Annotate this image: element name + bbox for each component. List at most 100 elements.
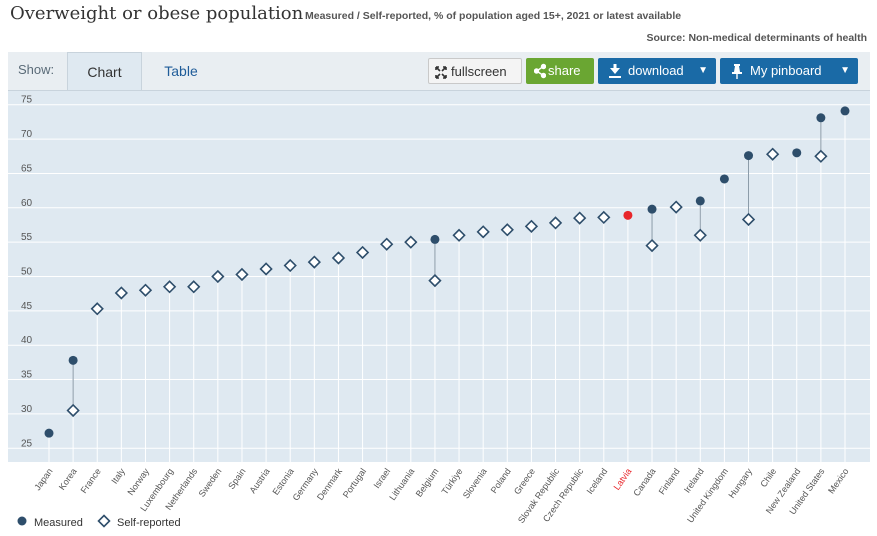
y-tick-label: 60: [21, 198, 33, 209]
self-reported-point: [645, 238, 659, 253]
pin-icon: [730, 58, 744, 93]
self-reported-point: [259, 262, 273, 276]
chart-header: Overweight or obese population Measured …: [0, 0, 877, 50]
measured-point: [44, 428, 54, 438]
self-reported-point: [741, 212, 756, 227]
x-tick-label: Estonia: [270, 466, 295, 496]
self-reported-point: [380, 237, 394, 251]
x-tick-label: Türkiye: [440, 466, 465, 496]
x-tick-label: Hungary: [726, 466, 754, 500]
chart-subtitle: Measured / Self-reported, % of populatio…: [305, 10, 682, 22]
download-icon: [608, 58, 622, 93]
fullscreen-label: fullscreen: [451, 64, 507, 79]
y-tick-label: 25: [21, 438, 33, 449]
self-reported-point: [524, 219, 539, 233]
self-reported-point: [500, 223, 514, 237]
self-reported-point: [114, 286, 128, 300]
x-tick-label: Korea: [57, 466, 79, 491]
self-reported-point: [355, 245, 370, 260]
self-reported-point: [235, 267, 249, 282]
measured-point: [430, 234, 440, 244]
self-reported-point: [211, 269, 225, 284]
x-tick-label: Japan: [32, 466, 54, 492]
self-reported-point: [476, 225, 490, 239]
self-reported-point: [162, 280, 177, 294]
self-reported-point: [597, 210, 611, 225]
x-tick-label: Ireland: [682, 466, 706, 494]
self-reported-point: [669, 200, 683, 214]
measured-point: [623, 210, 633, 220]
x-tick-label: Mexico: [826, 466, 851, 495]
download-button[interactable]: download ▼: [598, 58, 716, 84]
self-reported-point: [548, 216, 563, 230]
x-tick-label: Israel: [372, 466, 393, 490]
x-tick-label: Italy: [109, 466, 127, 486]
x-tick-label: Slovenia: [461, 466, 489, 500]
y-tick-label: 75: [21, 95, 33, 106]
measured-point: [647, 204, 657, 214]
measured-point: [792, 148, 802, 158]
measured-point: [68, 355, 78, 365]
x-tick-label: Portugal: [341, 466, 368, 499]
x-tick-label: Chile: [758, 466, 778, 489]
self-reported-point: [307, 255, 321, 269]
x-tick-label: Norway: [125, 466, 151, 497]
x-tick-label: France: [79, 466, 103, 495]
show-label: Show:: [18, 62, 55, 77]
self-reported-point: [404, 235, 418, 249]
measured-point: [695, 196, 705, 206]
self-reported-point: [66, 403, 80, 418]
x-tick-label: Greece: [512, 466, 537, 496]
self-reported-point: [766, 147, 780, 161]
self-reported-point: [90, 302, 104, 316]
y-tick-label: 45: [21, 301, 33, 312]
x-tick-label: Denmark: [315, 466, 344, 502]
share-button[interactable]: share: [526, 58, 594, 84]
download-caret-icon: ▼: [698, 65, 708, 76]
y-tick-label: 50: [21, 267, 33, 278]
self-reported-point: [187, 280, 201, 294]
download-label: download: [628, 63, 684, 78]
self-reported-point: [693, 228, 707, 242]
legend-self-reported-marker: [97, 514, 111, 528]
measured-point: [840, 106, 850, 116]
y-tick-label: 55: [21, 232, 33, 243]
y-tick-label: 65: [21, 163, 33, 174]
chart-source[interactable]: Source: Non-medical determinants of heal…: [646, 32, 867, 44]
y-tick-label: 30: [21, 404, 33, 415]
pinboard-button[interactable]: My pinboard ▼: [720, 58, 858, 84]
self-reported-point: [283, 258, 297, 273]
legend-measured-marker: [17, 516, 27, 526]
x-tick-label: Poland: [489, 466, 513, 495]
legend-markers: [17, 514, 111, 528]
toolbar: Show: Chart Table fullscreen share downl…: [8, 52, 870, 91]
measured-point: [816, 113, 826, 123]
measured-point: [719, 174, 729, 184]
legend-self-reported-label[interactable]: Self-reported: [117, 517, 181, 529]
x-tick-label: Iceland: [585, 466, 610, 496]
fullscreen-button[interactable]: fullscreen: [428, 58, 522, 84]
tab-chart[interactable]: Chart: [67, 52, 142, 90]
x-tick-label: Canada: [631, 466, 657, 498]
pinboard-caret-icon: ▼: [840, 65, 850, 76]
y-tick-label: 35: [21, 370, 33, 381]
share-label: share: [548, 63, 581, 78]
chart-title: Overweight or obese population: [10, 3, 304, 24]
x-tick-label: Latvia: [612, 466, 634, 491]
self-reported-point: [573, 211, 587, 225]
self-reported-point: [428, 273, 442, 288]
x-tick-label: Spain: [226, 466, 247, 491]
y-tick-label: 70: [21, 129, 33, 140]
self-reported-point: [814, 149, 828, 163]
y-tick-label: 40: [21, 335, 33, 346]
tab-table[interactable]: Table: [164, 63, 198, 79]
legend-measured-label[interactable]: Measured: [34, 517, 83, 529]
self-reported-point: [452, 228, 466, 242]
self-reported-point: [138, 283, 153, 297]
pinboard-label: My pinboard: [750, 63, 822, 78]
x-tick-label: Finland: [657, 466, 682, 496]
x-tick-label: Sweden: [197, 466, 224, 498]
self-reported-point: [331, 251, 346, 265]
measured-point: [744, 151, 754, 161]
